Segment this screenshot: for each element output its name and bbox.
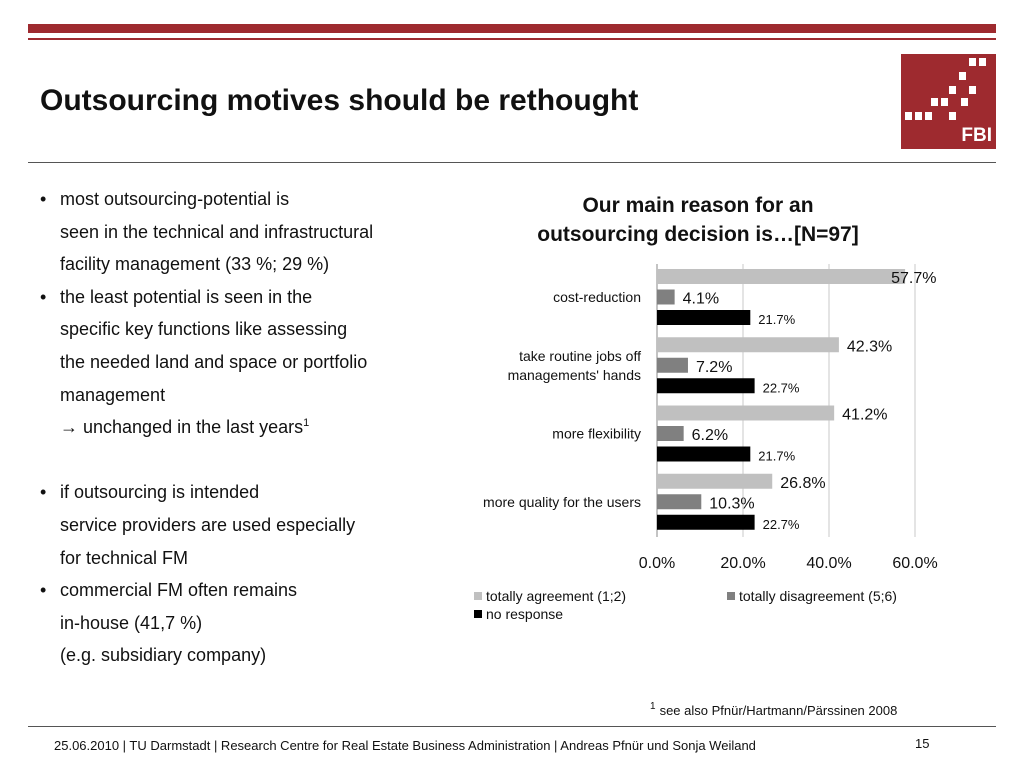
bullet-line: facility management (33 %; 29 %): [38, 248, 468, 281]
legend-label: no response: [486, 606, 564, 622]
data-label: 42.3%: [847, 338, 892, 355]
bar: [657, 405, 835, 421]
legend-swatch: [474, 592, 482, 600]
data-label: 6.2%: [692, 427, 728, 444]
bar: [657, 473, 773, 489]
top-accent-bar: [28, 24, 996, 33]
bullet-line: (e.g. subsidiary company): [38, 639, 468, 672]
bullet-text: in-house (41,7 %): [60, 612, 203, 633]
data-label: 41.2%: [842, 407, 887, 424]
footnote-ref: 1: [303, 417, 310, 430]
bullet-line: management: [38, 379, 468, 412]
legend-item-agreement: totally agreement (1;2): [474, 588, 626, 604]
bar: [657, 357, 688, 373]
bullet-line: if outsourcing is intended: [38, 476, 468, 509]
bar: [657, 426, 684, 441]
data-label: 22.7%: [763, 380, 800, 395]
bullet-text: management: [60, 384, 166, 405]
footer-divider: [28, 726, 996, 727]
legend-item-no-response: no response: [474, 606, 563, 622]
data-label: 21.7%: [758, 449, 795, 464]
legend-swatch: [727, 592, 735, 600]
bullet-text: → unchanged in the last years: [60, 417, 304, 438]
title-divider: [28, 162, 996, 163]
bullet-list: most outsourcing-potential is seen in the…: [38, 183, 468, 672]
bullet-line: in-house (41,7 %): [38, 607, 468, 640]
chart-title-line: Our main reason for an: [582, 194, 814, 217]
footnote: 1 see also Pfnür/Hartmann/Pärssinen 2008: [650, 701, 898, 719]
category-label: more flexibility: [552, 426, 641, 442]
legend-swatch: [474, 610, 482, 618]
bullet-text: the needed land and space or portfolio: [60, 351, 368, 372]
data-label: 4.1%: [683, 291, 719, 308]
x-tick-label: 60.0%: [892, 555, 937, 572]
x-tick-label: 0.0%: [639, 555, 675, 572]
legend-label: totally agreement (1;2): [486, 588, 627, 604]
fbi-logo: FBI: [901, 54, 996, 149]
slide-title: Outsourcing motives should be rethought: [40, 84, 639, 117]
bullet-line: specific key functions like assessing: [38, 313, 468, 346]
category-label: managements' hands: [508, 367, 641, 383]
bullet-text: most outsourcing-potential is: [60, 189, 290, 209]
legend-label: totally disagreement (5;6): [739, 588, 897, 604]
footer-text: 25.06.2010 | TU Darmstadt | Research Cen…: [54, 738, 756, 753]
bullet-line: the least potential is seen in the: [38, 281, 468, 314]
bullet-line: service providers are used especially: [38, 509, 468, 542]
page-number: 15: [915, 736, 930, 751]
x-tick-label: 20.0%: [720, 555, 765, 572]
data-label: 26.8%: [780, 475, 825, 492]
bar: [657, 514, 755, 530]
chart-title-line: outsourcing decision is…[N=97]: [537, 223, 859, 246]
bar: [657, 446, 751, 462]
data-label: 21.7%: [758, 312, 795, 327]
bullet-line: commercial FM often remains: [38, 574, 468, 607]
category-label: cost-reduction: [553, 289, 641, 305]
bullet-line: the needed land and space or portfolio: [38, 346, 468, 379]
bullet-text: specific key functions like assessing: [60, 319, 348, 340]
data-label: 10.3%: [709, 495, 754, 512]
bullet-text: the least potential is seen in the: [60, 286, 313, 307]
bar: [657, 289, 675, 305]
footnote-text: see also Pfnür/Hartmann/Pärssinen 2008: [659, 703, 898, 718]
footnote-marker: 1: [650, 701, 656, 712]
chart-title: Our main reason for an outsourcing decisi…: [488, 191, 908, 249]
bullet-text: for technical FM: [60, 547, 189, 568]
bullet-text: commercial FM often remains: [60, 580, 298, 601]
legend-item-disagreement: totally disagreement (5;6): [727, 588, 897, 604]
bar: [657, 269, 906, 284]
bar: [657, 337, 839, 353]
category-label: more quality for the users: [483, 494, 641, 510]
bullet-line: most outsourcing-potential is: [38, 183, 468, 216]
data-label: 57.7%: [891, 270, 936, 287]
bullet-line: for technical FM: [38, 542, 468, 575]
logo-text: FBI: [961, 125, 992, 146]
category-label: take routine jobs off: [519, 348, 641, 364]
top-accent-line: [28, 38, 996, 40]
bar: [657, 310, 751, 325]
data-label: 22.7%: [763, 517, 800, 532]
bullet-text: (e.g. subsidiary company): [60, 645, 267, 666]
data-label: 7.2%: [696, 359, 732, 376]
bullet-text: seen in the technical and infrastructura…: [60, 221, 374, 242]
bullet-line: seen in the technical and infrastructura…: [38, 216, 468, 249]
bar: [657, 494, 702, 510]
bullet-line: → unchanged in the last years1: [38, 411, 468, 444]
bullet-text: if outsourcing is intended: [60, 482, 260, 503]
bullet-text: facility management (33 %; 29 %): [60, 254, 330, 275]
bar: [657, 378, 755, 394]
x-tick-label: 40.0%: [806, 555, 851, 572]
bullet-text: service providers are used especially: [60, 514, 356, 535]
